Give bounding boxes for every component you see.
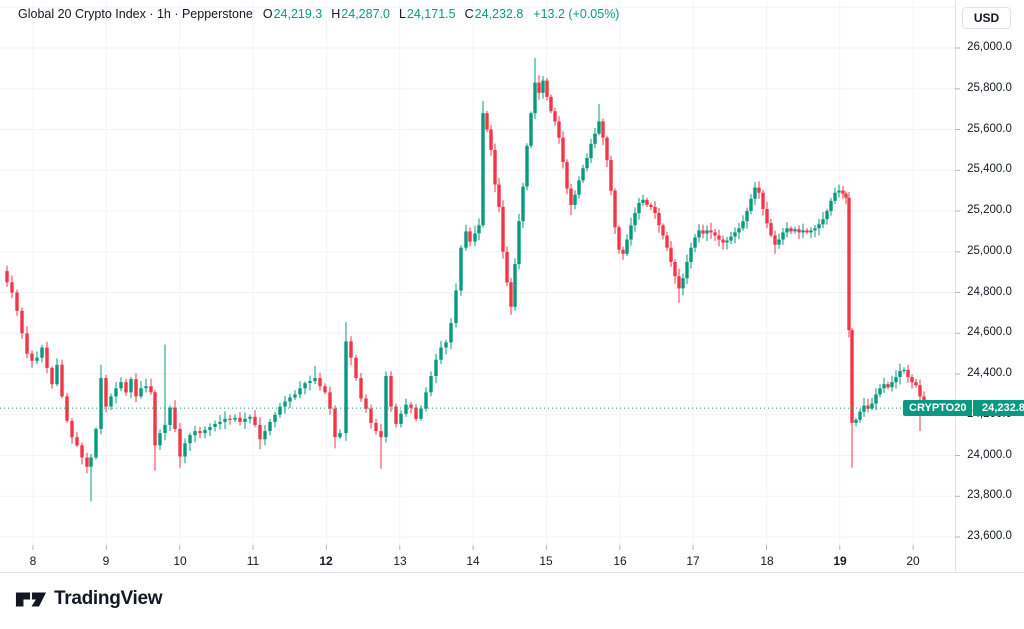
ohlc-value: 24,219.3 (273, 7, 323, 21)
time-axis-label: 20 (906, 554, 920, 568)
badge-divider (972, 400, 974, 416)
grid-lines (0, 0, 955, 545)
time-axis-label: 15 (539, 554, 553, 568)
time-axis-label: 9 (102, 554, 110, 568)
tradingview-logo-text: TradingView (54, 588, 163, 609)
time-axis-label: 16 (613, 554, 627, 568)
chart-legend: Global 20 Crypto Index · 1h · Pepperston… (18, 7, 619, 21)
last-price-badge[interactable]: CRYPTO20 24,232.8 (903, 400, 1024, 416)
last-price-value: 24,232.8 (973, 400, 1024, 416)
ohlc-label: O (262, 7, 273, 21)
price-axis-label: 24,600.0 (967, 326, 1012, 338)
ohlc-item: L 24,171.5 (399, 7, 456, 21)
time-axis-label: 13 (393, 554, 407, 568)
ohlc-item: H 24,287.0 (331, 7, 390, 21)
price-change: +13.2 (+0.05%) (533, 7, 620, 21)
candles (5, 58, 929, 502)
ohlc-label: H (331, 7, 341, 21)
price-axis-label: 24,400.0 (967, 367, 1012, 379)
ohlc-item: C 24,232.8 (465, 7, 524, 21)
time-axis-label: 11 (246, 554, 260, 568)
time-axis-label: 14 (466, 554, 480, 568)
ohlc-item: O 24,219.3 (263, 7, 322, 21)
axis-borders (0, 0, 1024, 573)
price-axis-label: 25,800.0 (967, 82, 1012, 94)
tradingview-logo-icon (15, 591, 47, 607)
ohlc-value: 24,287.0 (341, 7, 390, 21)
price-axis-label: 26,000.0 (967, 41, 1012, 53)
axis-ticks (32, 47, 960, 550)
time-axis-label: 17 (686, 554, 700, 568)
price-axis-label: 25,600.0 (967, 123, 1012, 135)
symbol-label: CRYPTO20 (903, 400, 973, 416)
price-axis-label: 23,800.0 (967, 489, 1012, 501)
price-axis-label: 23,600.0 (967, 530, 1012, 542)
price-axis-label: 25,200.0 (967, 204, 1012, 216)
candlestick-chart[interactable] (0, 0, 1024, 573)
price-axis-label: 25,400.0 (967, 163, 1012, 175)
ohlc-value: 24,171.5 (406, 7, 456, 21)
footer: TradingView (0, 573, 1024, 629)
price-axis-label: 24,800.0 (967, 286, 1012, 298)
symbol-title[interactable]: Global 20 Crypto Index · 1h · Pepperston… (18, 7, 253, 21)
ohlc-values: O 24,219.3 H 24,287.0 L 24,171.5 C 24,232.8 (263, 7, 523, 21)
time-axis-label: 10 (173, 554, 187, 568)
price-axis-label: 25,000.0 (967, 245, 1012, 257)
tradingview-logo[interactable]: TradingView (15, 588, 163, 610)
time-axis[interactable]: 8 9 10 11 12 13 14 15 16 17 18 19 20 (0, 545, 955, 573)
price-axis-label: 24,000.0 (967, 449, 1012, 461)
currency-button[interactable]: USD (962, 7, 1011, 29)
ohlc-label: C (464, 7, 474, 21)
price-axis[interactable]: 26,000.0 25,800.0 25,600.0 25,400.0 25,200.0… (955, 0, 1024, 573)
time-axis-label: 12 (319, 554, 333, 568)
time-axis-label: 8 (29, 554, 37, 568)
time-axis-label: 19 (833, 554, 847, 568)
ohlc-value: 24,232.8 (474, 7, 524, 21)
time-axis-label: 18 (760, 554, 774, 568)
ohlc-label: L (398, 7, 406, 21)
